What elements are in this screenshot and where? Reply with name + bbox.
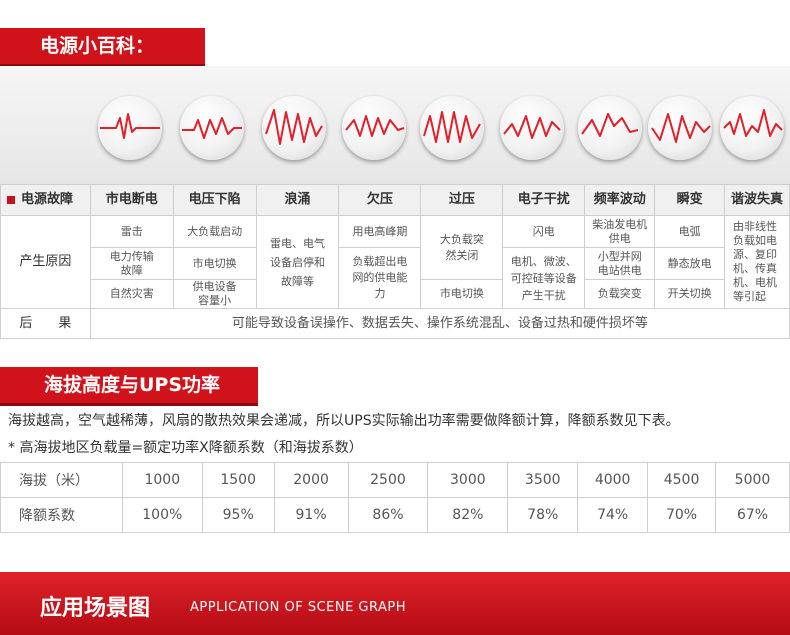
- section-title-power-wiki: 电源小百科：: [0, 28, 205, 67]
- power-fault-table: 电源故障 市电断电 电压下陷 浪涌 欠压 过压 电子干扰 频率波动 瞬变 谐波失…: [0, 184, 790, 339]
- altitude-label: 海拔（米）: [0, 462, 123, 498]
- factor-cell: 70%: [647, 497, 716, 533]
- cause-cell: 自然灾害: [89, 279, 174, 309]
- cause-row: 电力传输故障 市电切换 负载超出电网的供电能力 电机、微波、可控硅等设备产生干扰…: [1, 247, 790, 309]
- cause-cell: 大负载启动: [172, 215, 257, 248]
- altitude-cell: 1500: [201, 462, 275, 498]
- cause-cell: 用电高峰期: [338, 215, 422, 248]
- result-row: 后 果 可能导致设备误操作、数据丢失、操作系统混乱、设备过热和硬件损坏等: [0, 308, 790, 339]
- result-label: 后 果: [0, 308, 91, 339]
- cause-cell: 雷击: [89, 215, 174, 248]
- cause-cell: 市电切换: [172, 247, 257, 280]
- altitude-cell: 3000: [427, 462, 509, 498]
- cause-cell: 小型并网电站供电: [584, 247, 656, 280]
- waveform-freq-icon: [578, 96, 642, 160]
- altitude-cell: 2500: [347, 462, 429, 498]
- scene-graph-subtitle: APPLICATION OF SCENE GRAPH: [190, 600, 407, 615]
- cause-cell: 开关切换: [654, 279, 725, 309]
- header-cell: 欠压: [338, 184, 422, 216]
- header-cell: 浪涌: [255, 184, 340, 216]
- waveform-noise-icon: [500, 96, 564, 160]
- cause-cell: 雷电、电气设备启停和故障等: [255, 215, 340, 309]
- factor-cell: 78%: [507, 497, 579, 533]
- scene-graph-title: 应用场景图: [40, 596, 151, 621]
- waveform-harmonic-icon: [720, 96, 784, 160]
- factor-cell: 95%: [201, 497, 275, 533]
- altitude-formula: * 高海拔地区负载量=额定功率X降额系数（和海拔系数）: [8, 440, 363, 456]
- cause-cell: 供电设备容量小: [172, 279, 257, 309]
- header-cell: 频率波动: [584, 184, 656, 216]
- cause-cell: 闪电: [502, 215, 586, 248]
- cause-cell: 电弧: [654, 215, 725, 248]
- cause-cell: 负载超出电网的供电能力: [338, 247, 422, 309]
- cause-cell: 电力传输故障: [89, 247, 174, 280]
- cause-cell: 负载突变: [584, 279, 656, 309]
- factor-label: 降额系数: [0, 497, 123, 533]
- factor-cell: 100%: [121, 497, 203, 533]
- factor-cell: 91%: [273, 497, 349, 533]
- section-title-text: 电源小百科：: [40, 35, 155, 57]
- section-title-text: 海拔高度与UPS功率: [44, 374, 221, 396]
- altitude-derating-table: 海拔（米） 1000 1500 2000 2500 3000 3500 4000…: [0, 462, 790, 533]
- header-cell: 谐波失真: [723, 184, 790, 216]
- factor-cell: 86%: [347, 497, 429, 533]
- section-title-altitude: 海拔高度与UPS功率: [0, 367, 258, 406]
- cause-row: 自然灾害 供电设备容量小 市电切换 负载突变 开关切换: [1, 279, 790, 309]
- header-cell: 电压下陷: [172, 184, 257, 216]
- altitude-description: 海拔越高，空气越稀薄，风扇的散热效果会递减，所以UPS实际输出功率需要做降额计算…: [8, 413, 680, 429]
- cause-label: 产生原因: [0, 215, 91, 309]
- altitude-row: 海拔（米） 1000 1500 2000 2500 3000 3500 4000…: [0, 462, 790, 498]
- header-cell: 市电断电: [89, 184, 174, 216]
- factor-cell: 74%: [577, 497, 649, 533]
- cause-cell: 柴油发电机供电: [584, 215, 656, 248]
- factor-cell: 67%: [715, 497, 790, 533]
- factor-cell: 82%: [427, 497, 509, 533]
- waveform-outage-icon: [98, 96, 162, 160]
- waveform-over-icon: [420, 96, 484, 160]
- header-cell: 电子干扰: [502, 184, 586, 216]
- cause-cell: 大负载突然关闭: [420, 215, 504, 280]
- result-text: 可能导致设备误操作、数据丢失、操作系统混乱、设备过热和硬件损坏等: [89, 308, 790, 339]
- cause-cell: 由非线性负载如电源、复印机、传真机、电机等引起: [723, 215, 790, 309]
- altitude-cell: 5000: [715, 462, 790, 498]
- bullet-square: [7, 195, 15, 204]
- header-cell: 电源故障: [0, 184, 91, 216]
- cause-cell: 静态放电: [654, 247, 725, 280]
- cause-cell: 市电切换: [420, 279, 504, 309]
- header-cell: 过压: [420, 184, 504, 216]
- waveform-sag-icon: [180, 96, 244, 160]
- scene-graph-banner: 应用场景图 APPLICATION OF SCENE GRAPH: [0, 572, 790, 635]
- altitude-cell: 4500: [647, 462, 716, 498]
- altitude-cell: 4000: [577, 462, 649, 498]
- altitude-cell: 1000: [121, 462, 203, 498]
- altitude-cell: 2000: [273, 462, 349, 498]
- altitude-cell: 3500: [507, 462, 579, 498]
- header-cell: 瞬变: [654, 184, 725, 216]
- waveform-transient-icon: [648, 96, 712, 160]
- cause-row: 产生原因 雷击 大负载启动 雷电、电气设备启停和故障等 用电高峰期 大负载突然关…: [0, 215, 790, 309]
- cause-cell: 电机、微波、可控硅等设备产生干扰: [502, 247, 586, 309]
- fault-header-row: 电源故障 市电断电 电压下陷 浪涌 欠压 过压 电子干扰 频率波动 瞬变 谐波失…: [0, 184, 790, 216]
- waveform-under-icon: [342, 96, 406, 160]
- waveform-surge-icon: [262, 96, 326, 160]
- factor-row: 降额系数 100% 95% 91% 86% 82% 78% 74% 70% 67…: [0, 497, 790, 533]
